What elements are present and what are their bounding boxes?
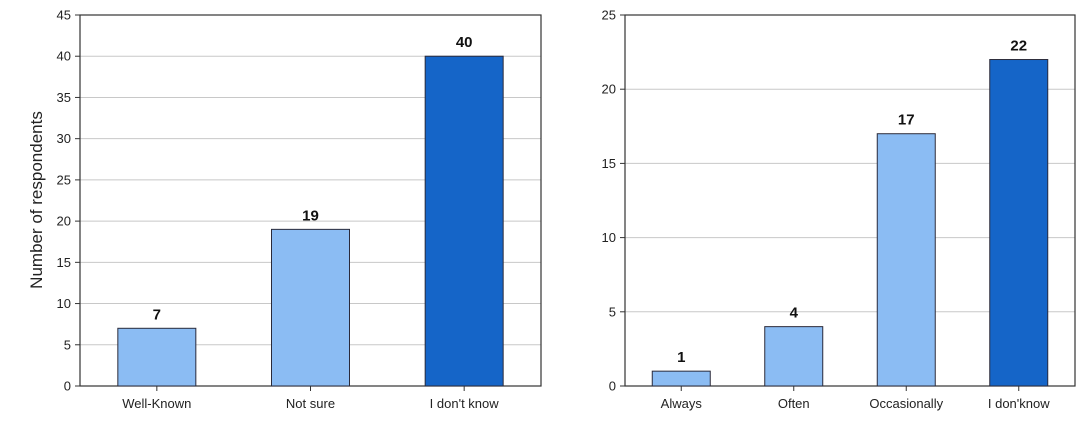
bar xyxy=(117,327,197,387)
bar xyxy=(424,55,504,387)
bar xyxy=(989,59,1049,387)
y-tick-label: 20 xyxy=(602,82,616,97)
y-tick-label: 0 xyxy=(64,379,71,394)
y-axis-label-left: Number of respondents xyxy=(27,111,46,289)
y-tick-label: 20 xyxy=(57,214,71,229)
y-tick-label: 35 xyxy=(57,90,71,105)
bar xyxy=(764,326,824,387)
y-tick-label: 40 xyxy=(57,49,71,64)
data-label: 19 xyxy=(302,207,319,224)
data-label: 1 xyxy=(677,349,685,366)
y-tick-label: 30 xyxy=(57,131,71,146)
x-tick-label: Not sure xyxy=(286,396,335,411)
x-tick-label: I don't know xyxy=(430,396,500,411)
y-tick-label: 10 xyxy=(602,230,616,245)
bar xyxy=(876,133,936,387)
x-tick-label: Well-Known xyxy=(122,396,191,411)
data-label: 40 xyxy=(456,34,473,51)
data-label: 4 xyxy=(790,305,799,322)
data-label: 17 xyxy=(898,112,915,129)
y-tick-label: 15 xyxy=(602,156,616,171)
y-tick-label: 25 xyxy=(57,172,71,187)
x-tick-label: I don'know xyxy=(988,396,1050,411)
y-tick-label: 45 xyxy=(57,8,71,23)
y-tick-label: 0 xyxy=(609,379,616,394)
x-tick-label: Always xyxy=(661,396,703,411)
data-label: 7 xyxy=(153,306,161,323)
y-tick-label: 15 xyxy=(57,255,71,270)
x-tick-label: Occasionally xyxy=(869,396,943,411)
plot-frame xyxy=(624,14,1076,387)
y-tick-label: 25 xyxy=(602,8,616,23)
y-tick-label: 5 xyxy=(609,304,616,319)
data-label: 22 xyxy=(1010,38,1027,55)
y-tick-label: 10 xyxy=(57,296,71,311)
y-tick-label: 5 xyxy=(64,337,71,352)
bar xyxy=(271,228,350,387)
bar xyxy=(651,370,711,387)
x-tick-label: Often xyxy=(778,396,810,411)
